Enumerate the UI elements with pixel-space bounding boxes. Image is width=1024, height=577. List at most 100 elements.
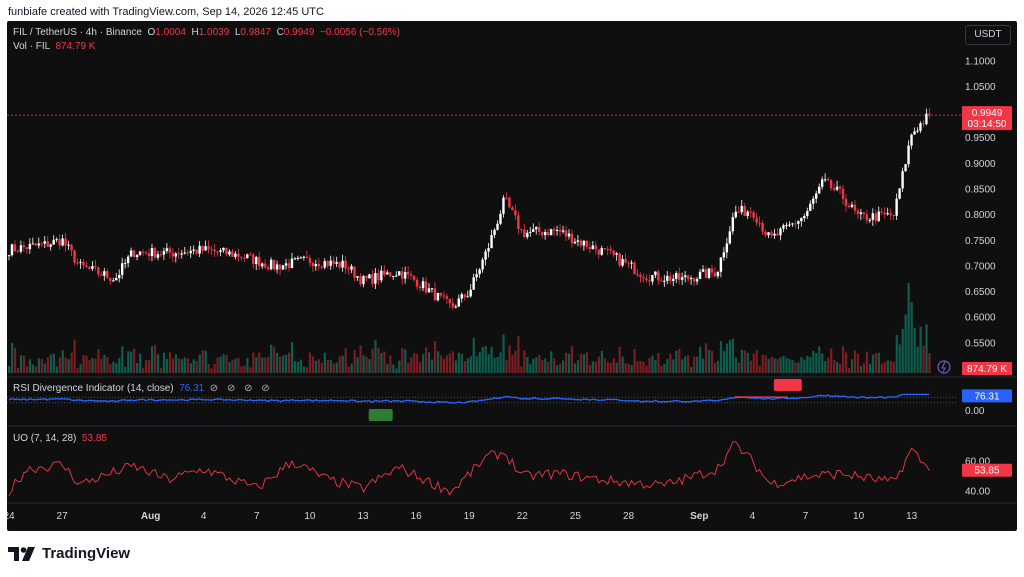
candle-body [415, 279, 419, 287]
volume-bar [273, 346, 276, 373]
candle-body [296, 257, 300, 259]
candle-body [776, 233, 779, 236]
currency-button[interactable]: USDT [965, 25, 1011, 45]
candle-body [540, 232, 544, 236]
volume-bar [207, 364, 210, 373]
close-label: C [276, 27, 284, 38]
price-tick-label: 0.6000 [965, 313, 996, 324]
candle-body [359, 276, 362, 285]
candle-body [508, 197, 511, 208]
volume-bar [818, 346, 821, 373]
volume-bar [806, 355, 809, 373]
uo-title[interactable]: UO (7, 14, 28) [13, 433, 77, 444]
volume-bar [261, 357, 264, 373]
volume-bar [213, 363, 216, 373]
rsi-axis-label: 76.31 [974, 391, 999, 402]
volume-bar [252, 352, 255, 373]
volume-bar [145, 359, 148, 373]
volume-bar [794, 362, 797, 373]
volume-bar [687, 355, 690, 373]
candle-body [701, 269, 705, 272]
time-axis-label: 25 [570, 511, 582, 522]
candle-body [761, 223, 764, 232]
candle-body [806, 211, 809, 217]
candle-body [615, 253, 618, 255]
time-axis-label: 4 [201, 511, 207, 522]
last-price-label-bg [962, 106, 1012, 131]
candle-body [442, 295, 446, 297]
volume-bar [290, 342, 294, 373]
high-label: H [191, 27, 199, 38]
candle-body [156, 254, 160, 258]
candle-body [719, 257, 723, 272]
volume-bar [466, 358, 469, 373]
volume-bar [836, 362, 839, 373]
volume-bar [165, 358, 169, 373]
volume-bar [258, 352, 261, 373]
chart-panel[interactable]: 1.1000 1.0500 0.9500 0.9000 0.8500 0.8000 0.75… [7, 21, 1017, 531]
volume-bar [713, 363, 717, 373]
candle-body [514, 210, 517, 216]
candle-body [138, 251, 142, 255]
volume-bar [883, 361, 886, 373]
candle-body [788, 224, 791, 226]
rsi-title[interactable]: RSI Divergence Indicator (14, close) [13, 383, 174, 394]
volume-bar [28, 359, 32, 373]
volume-bar [201, 350, 204, 373]
volume-bar [237, 357, 240, 373]
volume-bar [401, 348, 404, 373]
candle-body [246, 254, 249, 259]
volume-bar [508, 345, 511, 373]
volume-bar [448, 353, 452, 373]
candle-body [847, 206, 851, 208]
candle-body [317, 263, 320, 267]
candle-body [91, 266, 94, 269]
candle-body [255, 256, 258, 265]
candle-body [889, 213, 892, 215]
time-axis-label: 22 [517, 511, 529, 522]
candle-body [859, 212, 863, 215]
volume-axis-label: 874.79 K [967, 364, 1007, 375]
candle-body [710, 268, 714, 273]
candle-body [570, 233, 574, 244]
volume-bar [195, 361, 198, 373]
volume-bar [657, 353, 660, 373]
volume-bar [439, 355, 443, 373]
candle-body [886, 213, 889, 215]
candle-body [502, 197, 505, 214]
volume-bar [150, 346, 154, 373]
candle-body [7, 255, 11, 257]
candle-body [466, 296, 469, 298]
symbol-name[interactable]: FIL / TetherUS · 4h · Binance [13, 27, 142, 38]
candle-body [511, 207, 514, 211]
candle-body [484, 251, 487, 260]
volume-bar [502, 334, 505, 373]
volume-bar [147, 360, 151, 373]
candle-body [260, 263, 264, 267]
volume-bar [371, 348, 374, 373]
candle-body [579, 240, 583, 246]
volume-bar [901, 328, 904, 373]
volume-bar [386, 363, 389, 373]
volume-bar [800, 357, 803, 373]
chart-canvas[interactable]: 1.1000 1.0500 0.9500 0.9000 0.8500 0.8000 0.75… [7, 21, 1017, 531]
candle-body [907, 145, 910, 165]
candle-body [82, 261, 85, 266]
candle-body [338, 262, 341, 268]
volume-bar [362, 355, 365, 373]
volume-bar [675, 350, 678, 373]
candle-body [901, 171, 904, 189]
volume-bar [457, 352, 460, 373]
volume-bar [728, 340, 732, 373]
candle-body [386, 272, 389, 275]
volume-label[interactable]: Vol · FIL [13, 41, 50, 52]
candle-body [612, 250, 615, 255]
candle-body [392, 276, 395, 278]
volume-bar [61, 350, 64, 373]
volume-bar [788, 358, 791, 373]
candle-body [642, 277, 645, 279]
volume-bar [871, 354, 875, 373]
tradingview-logo[interactable]: TradingView [8, 545, 130, 562]
candle-body [314, 263, 317, 267]
volume-bar [46, 357, 49, 373]
